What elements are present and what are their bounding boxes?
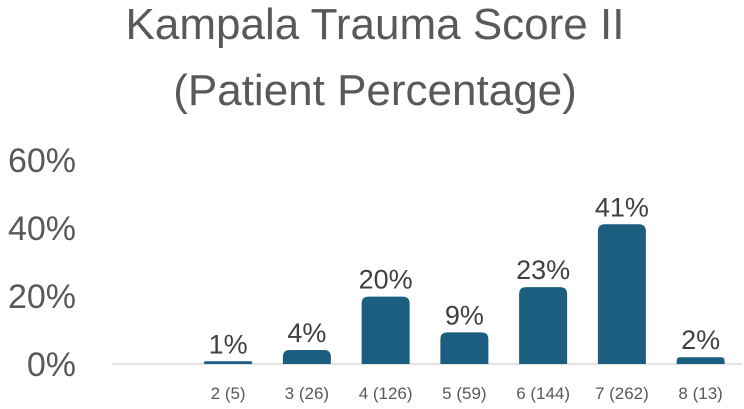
bar-2 xyxy=(204,361,253,364)
x-tick-label: 6 (144) xyxy=(516,384,570,403)
y-tick-label: 40% xyxy=(8,210,76,248)
data-label: 23% xyxy=(516,255,570,285)
y-tick-label: 0% xyxy=(27,346,76,384)
x-tick-label: 4 (126) xyxy=(359,384,413,403)
data-label: 1% xyxy=(209,329,248,359)
bar-4 xyxy=(361,296,410,364)
data-labels: 1% 4% 20% 9% 23% 41% 2% xyxy=(209,192,721,359)
data-label: 20% xyxy=(359,265,413,295)
bar-series xyxy=(204,224,725,364)
data-label: 41% xyxy=(595,192,649,222)
bar-8 xyxy=(676,357,725,364)
bar-6 xyxy=(519,287,568,364)
x-tick-label: 7 (262) xyxy=(595,384,649,403)
x-tick-label: 5 (59) xyxy=(442,384,486,403)
bar-5 xyxy=(440,332,489,364)
data-label: 9% xyxy=(445,300,484,330)
data-label: 4% xyxy=(287,318,326,348)
x-tick-label: 2 (5) xyxy=(211,384,246,403)
bar-3 xyxy=(282,350,331,364)
y-tick-label: 20% xyxy=(8,278,76,316)
chart-title-line-2: (Patient Percentage) xyxy=(173,66,577,115)
x-tick-label: 3 (26) xyxy=(285,384,329,403)
bar-7 xyxy=(597,224,646,364)
data-label: 2% xyxy=(681,325,720,355)
chart-title-line-1: Kampala Trauma Score II xyxy=(126,0,625,49)
x-tick-label: 8 (13) xyxy=(678,384,722,403)
x-axis-tick-labels: 2 (5) 3 (26) 4 (126) 5 (59) 6 (144) 7 (262) 8 … xyxy=(211,384,723,403)
y-axis-tick-labels: 0% 20% 40% 60% xyxy=(8,142,76,384)
y-tick-label: 60% xyxy=(8,142,76,180)
